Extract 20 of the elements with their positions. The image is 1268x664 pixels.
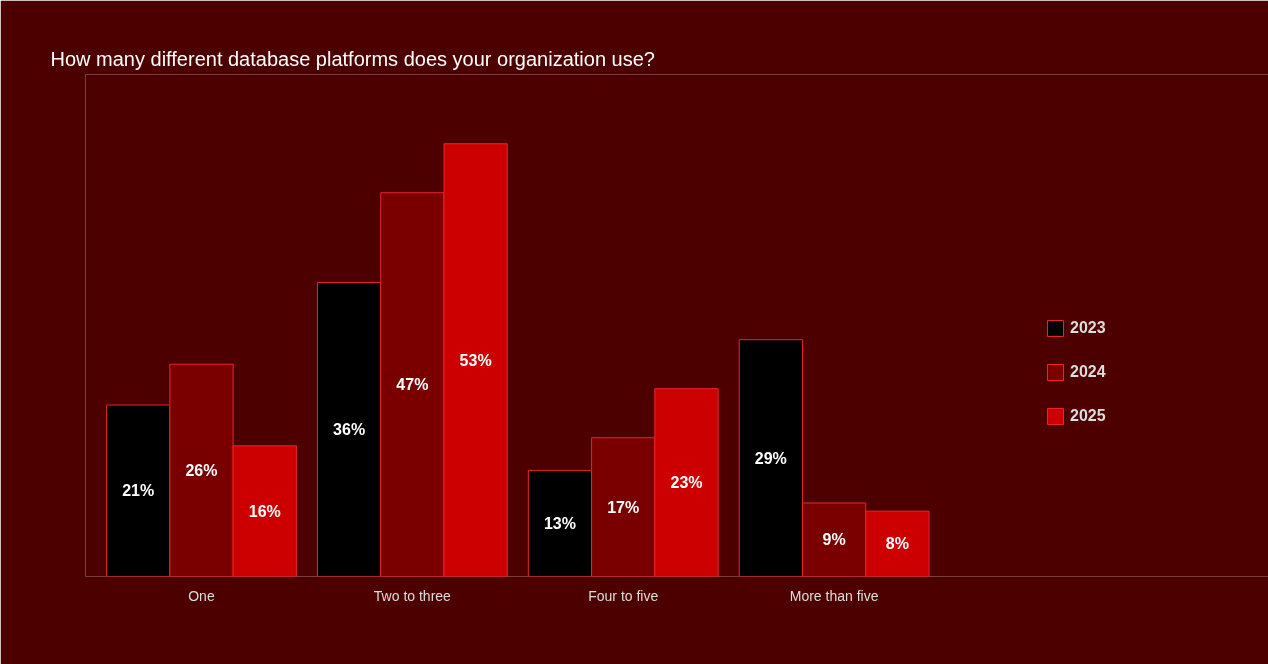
data-label: 26% — [185, 461, 218, 479]
data-label: 8% — [885, 535, 909, 553]
chart-title: How many different database platforms does your organization use? — [50, 47, 655, 70]
data-label: 17% — [607, 498, 640, 516]
legend-label: 2025 — [1070, 407, 1106, 425]
legend-label: 2024 — [1070, 363, 1106, 381]
x-tick-label: Four to five — [588, 587, 659, 604]
data-label: 13% — [543, 514, 576, 532]
x-tick-label: More than five — [789, 587, 879, 604]
data-label: 36% — [333, 421, 366, 439]
x-tick-label: Two to three — [373, 587, 452, 604]
data-label: 47% — [396, 376, 429, 394]
data-label: 21% — [122, 482, 155, 500]
legend-label: 2023 — [1070, 319, 1106, 337]
data-label: 16% — [248, 502, 281, 520]
data-label: 29% — [754, 449, 787, 467]
data-label: 9% — [822, 531, 846, 549]
data-label: 23% — [670, 474, 703, 492]
x-tick-label: One — [188, 587, 215, 604]
data-label: 53% — [459, 351, 492, 369]
